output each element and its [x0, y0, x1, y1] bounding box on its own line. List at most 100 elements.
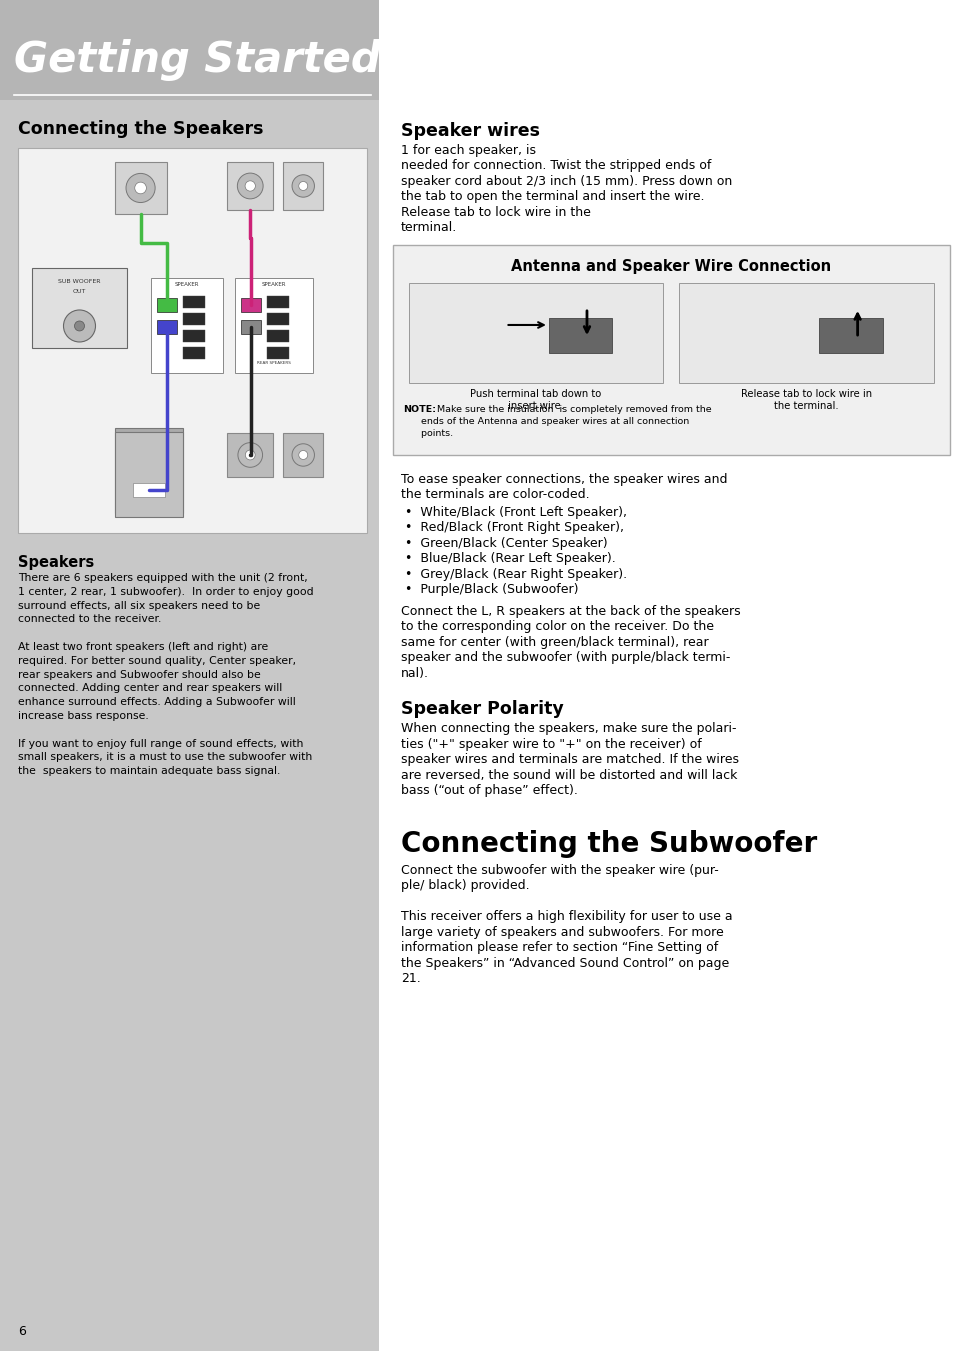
Bar [234, 278, 313, 373]
Circle shape [245, 450, 254, 459]
Text: small speakers, it is a must to use the subwoofer with: small speakers, it is a must to use the … [18, 753, 312, 762]
Bar [182, 330, 204, 342]
Bar [283, 162, 323, 209]
Text: required. For better sound quality, Center speaker,: required. For better sound quality, Cent… [18, 655, 295, 666]
Bar [240, 320, 260, 334]
Text: Connect the subwoofer with the speaker wire (pur-: Connect the subwoofer with the speaker w… [400, 865, 718, 877]
Bar [393, 245, 949, 455]
Bar [182, 313, 204, 326]
Text: information please refer to section “Fine Setting of: information please refer to section “Fin… [400, 942, 718, 954]
Text: Antenna and Speaker Wire Connection: Antenna and Speaker Wire Connection [511, 259, 831, 274]
Bar [0, 0, 378, 1351]
Text: NOTE:: NOTE: [402, 405, 436, 413]
Bar [227, 432, 273, 477]
Bar [679, 282, 933, 382]
Text: needed for connection. Twist the stripped ends of: needed for connection. Twist the strippe… [400, 159, 710, 173]
Text: 6: 6 [18, 1325, 26, 1337]
Circle shape [298, 181, 308, 190]
Text: terminal.: terminal. [400, 222, 456, 235]
Bar [182, 296, 204, 308]
Text: To ease speaker connections, the speaker wires and: To ease speaker connections, the speaker… [400, 473, 726, 486]
Text: Connecting the Speakers: Connecting the Speakers [18, 120, 263, 138]
Text: If you want to enjoy full range of sound effects, with: If you want to enjoy full range of sound… [18, 739, 303, 748]
Text: SPEAKER: SPEAKER [174, 282, 198, 288]
Circle shape [292, 174, 314, 197]
Bar [114, 428, 182, 513]
Circle shape [298, 450, 308, 459]
Bar [114, 432, 182, 517]
Text: •  Grey/Black (Rear Right Speaker).: • Grey/Black (Rear Right Speaker). [404, 567, 626, 581]
Text: Speaker Polarity: Speaker Polarity [400, 700, 563, 719]
Text: the terminals are color-coded.: the terminals are color-coded. [400, 489, 589, 501]
Text: SPEAKER: SPEAKER [261, 282, 286, 288]
Circle shape [237, 173, 263, 199]
Text: REAR SPEAKERS: REAR SPEAKERS [256, 361, 290, 365]
Circle shape [245, 181, 255, 190]
Bar [156, 320, 176, 334]
Bar [266, 313, 288, 326]
Text: connected. Adding center and rear speakers will: connected. Adding center and rear speake… [18, 684, 282, 693]
Text: 21.: 21. [400, 973, 420, 985]
Text: •  White/Black (Front Left Speaker),: • White/Black (Front Left Speaker), [404, 507, 626, 519]
Circle shape [126, 173, 155, 203]
Text: connected to the receiver.: connected to the receiver. [18, 615, 161, 624]
Text: the terminal.: the terminal. [774, 401, 838, 411]
Text: enhance surround effects. Adding a Subwoofer will: enhance surround effects. Adding a Subwo… [18, 697, 295, 707]
Bar [18, 149, 366, 534]
Circle shape [292, 443, 314, 466]
Text: speaker and the subwoofer (with purple/black termi-: speaker and the subwoofer (with purple/b… [400, 651, 729, 665]
Bar [548, 317, 612, 353]
Circle shape [134, 182, 146, 193]
Bar [819, 317, 882, 353]
Text: ends of the Antenna and speaker wires at all connection: ends of the Antenna and speaker wires at… [402, 417, 688, 426]
Text: •  Blue/Black (Rear Left Speaker).: • Blue/Black (Rear Left Speaker). [404, 553, 615, 566]
Text: to the corresponding color on the receiver. Do the: to the corresponding color on the receiv… [400, 620, 713, 634]
Circle shape [237, 443, 262, 467]
Bar [408, 282, 662, 382]
Bar [182, 347, 204, 359]
Text: large variety of speakers and subwoofers. For more: large variety of speakers and subwoofers… [400, 925, 722, 939]
Bar [283, 432, 323, 477]
Text: This receiver offers a high flexibility for user to use a: This receiver offers a high flexibility … [400, 911, 732, 924]
Text: Release tab to lock wire in the: Release tab to lock wire in the [400, 205, 590, 219]
Text: the  speakers to maintain adequate bass signal.: the speakers to maintain adequate bass s… [18, 766, 280, 777]
Text: Connecting the Subwoofer: Connecting the Subwoofer [400, 830, 816, 858]
Text: Getting Started: Getting Started [14, 39, 380, 81]
Text: Connect the L, R speakers at the back of the speakers: Connect the L, R speakers at the back of… [400, 605, 740, 617]
Text: insert wire.: insert wire. [508, 401, 563, 411]
Text: At least two front speakers (left and right) are: At least two front speakers (left and ri… [18, 642, 268, 653]
Text: bass (“out of phase” effect).: bass (“out of phase” effect). [400, 785, 577, 797]
Bar [227, 162, 273, 209]
Text: 1 center, 2 rear, 1 subwoofer).  In order to enjoy good: 1 center, 2 rear, 1 subwoofer). In order… [18, 586, 314, 597]
Bar [0, 0, 378, 100]
Bar [114, 162, 167, 213]
Bar [32, 267, 127, 349]
Text: points.: points. [402, 430, 453, 438]
Circle shape [64, 309, 95, 342]
Bar [240, 299, 260, 312]
Text: Make sure the insulation  is completely removed from the: Make sure the insulation is completely r… [436, 405, 711, 413]
Text: the tab to open the terminal and insert the wire.: the tab to open the terminal and insert … [400, 190, 703, 204]
Text: increase bass response.: increase bass response. [18, 711, 149, 721]
Text: nal).: nal). [400, 667, 428, 680]
Text: ties ("+" speaker wire to "+" on the receiver) of: ties ("+" speaker wire to "+" on the rec… [400, 738, 700, 751]
Text: SUB WOOFER: SUB WOOFER [58, 280, 101, 285]
Text: surround effects, all six speakers need to be: surround effects, all six speakers need … [18, 601, 260, 611]
Text: •  Green/Black (Center Speaker): • Green/Black (Center Speaker) [404, 536, 607, 550]
Text: rear speakers and Subwoofer should also be: rear speakers and Subwoofer should also … [18, 670, 260, 680]
Text: speaker wires and terminals are matched. If the wires: speaker wires and terminals are matched.… [400, 754, 738, 766]
Text: There are 6 speakers equipped with the unit (2 front,: There are 6 speakers equipped with the u… [18, 573, 308, 584]
Bar [151, 278, 222, 373]
Text: •  Purple/Black (Subwoofer): • Purple/Black (Subwoofer) [404, 584, 578, 597]
Text: ple/ black) provided.: ple/ black) provided. [400, 880, 529, 893]
Circle shape [74, 322, 85, 331]
Bar [266, 296, 288, 308]
Text: Push terminal tab down to: Push terminal tab down to [470, 389, 601, 399]
Bar [378, 0, 953, 1351]
Text: are reversed, the sound will be distorted and will lack: are reversed, the sound will be distorte… [400, 769, 737, 782]
Text: same for center (with green/black terminal), rear: same for center (with green/black termin… [400, 636, 708, 648]
Bar [266, 330, 288, 342]
Text: speaker cord about 2/3 inch (15 mm). Press down on: speaker cord about 2/3 inch (15 mm). Pre… [400, 176, 731, 188]
Text: •  Red/Black (Front Right Speaker),: • Red/Black (Front Right Speaker), [404, 521, 623, 535]
Text: 1 for each speaker, is: 1 for each speaker, is [400, 145, 536, 157]
